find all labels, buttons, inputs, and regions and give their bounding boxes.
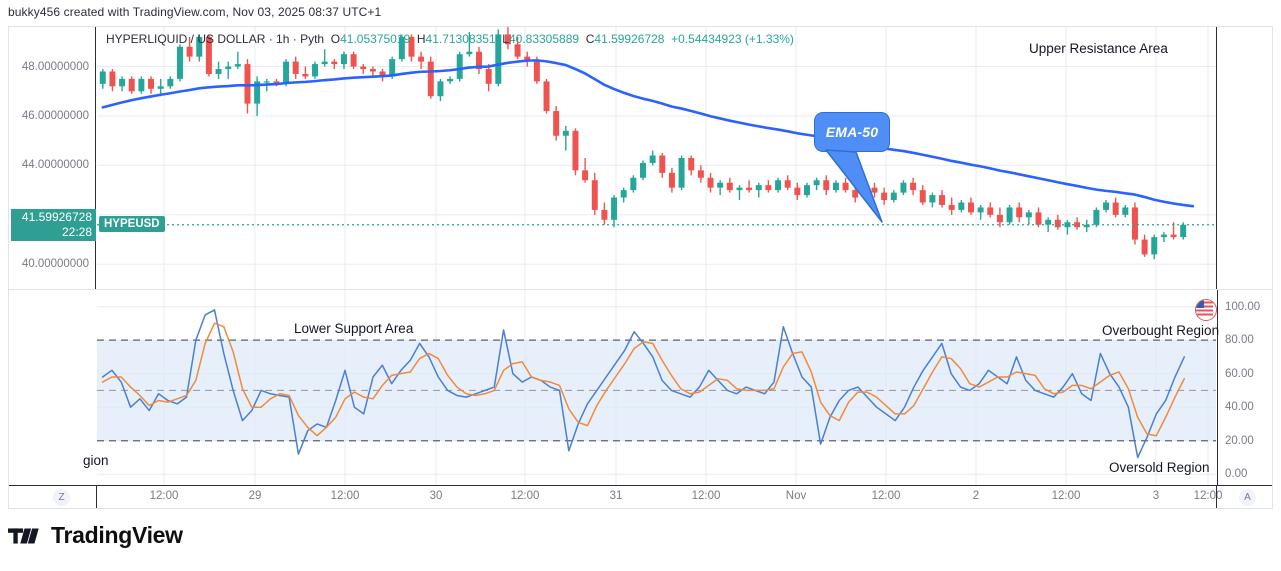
annotation-oversold-region: Oversold Region	[1109, 460, 1210, 475]
indicator-value-axis[interactable]: 100.00 80.00 60.00 40.00 20.00 0.00	[1217, 290, 1272, 485]
indicator-axis-tick: 20.00	[1225, 434, 1254, 447]
ticker-tag: HYPEUSD	[99, 215, 165, 232]
attribution-text: bukky456 created with TradingView.com, N…	[8, 5, 382, 19]
chart-frame: USD HYPERLIQUID / US DOLLAR · 1h · Pyth …	[8, 26, 1273, 509]
time-axis-tick: 12:00	[330, 490, 360, 502]
legend-high-key: H	[416, 32, 426, 46]
price-axis-tick: 44.00000000	[21, 159, 89, 172]
time-axis-tick: 12:00	[149, 490, 179, 502]
tradingview-logo-icon	[8, 527, 39, 544]
price-plot-area[interactable]	[97, 27, 1216, 289]
price-axis-tick: 40.00000000	[21, 258, 89, 271]
annotation-upper-resistance: Upper Resistance Area	[1029, 41, 1168, 56]
legend-close-key: C	[585, 32, 595, 46]
indicator-chart-svg	[97, 290, 1216, 485]
chart-legend: HYPERLIQUID / US DOLLAR · 1h · Pyth O41.…	[106, 32, 794, 46]
legend-high-value: 41.71308351	[425, 32, 496, 46]
legend-sep-1: ·	[265, 32, 277, 46]
us-flag-icon	[1195, 299, 1217, 321]
indicator-axis-tick: 0.00	[1225, 468, 1248, 481]
time-axis-right-separator	[1216, 485, 1217, 508]
auto-scale-button[interactable]: A	[1239, 489, 1256, 506]
time-axis-tick: 29	[248, 490, 262, 502]
ema-callout-pointer	[825, 149, 883, 223]
legend-change: +0.54434923 (+1.33%)	[671, 32, 794, 46]
tradingview-footer: TradingView	[8, 522, 183, 549]
time-axis-tick: 3	[1152, 490, 1160, 502]
time-axis-tick: 12:00	[871, 490, 901, 502]
time-axis-tick: 12:00	[1193, 490, 1223, 502]
indicator-axis-tick: 40.00	[1225, 401, 1254, 414]
time-axis-left-separator	[96, 485, 97, 508]
price-axis[interactable]: 48.0000000046.0000000044.0000000042.0000…	[9, 27, 96, 289]
legend-symbol[interactable]: HYPERLIQUID / US DOLLAR	[106, 32, 266, 46]
legend-interval[interactable]: 1h	[276, 32, 290, 46]
annotation-oversold-region-clipped: gion	[83, 453, 109, 468]
legend-sep-2: ·	[289, 32, 301, 46]
indicator-axis-tick: 100.00	[1225, 300, 1261, 313]
ema-50-callout[interactable]: EMA-50	[814, 112, 890, 223]
price-axis-tick: 46.00000000	[21, 109, 89, 122]
time-axis-tick: Nov	[785, 490, 807, 502]
tradingview-brand-name: TradingView	[51, 522, 183, 548]
legend-open-key: O	[330, 32, 341, 46]
current-price-countdown: 22:28	[61, 224, 92, 239]
upper-right-gutter	[1216, 27, 1272, 289]
indicator-axis-tick: 80.00	[1225, 334, 1254, 347]
legend-close-value: 41.59926728	[594, 32, 665, 46]
legend-open-value: 41.05375019	[340, 32, 411, 46]
legend-source: Pyth	[300, 32, 325, 46]
indicator-axis-tick: 60.00	[1225, 367, 1254, 380]
legend-low-value: 40.83305889	[508, 32, 580, 46]
annotation-lower-support: Lower Support Area	[294, 321, 414, 336]
price-axis-tick: 48.00000000	[21, 60, 89, 73]
current-price-badge: 41.59926728 22:28	[11, 208, 96, 241]
indicator-plot-area[interactable]	[97, 290, 1216, 485]
time-axis-tick: 30	[429, 490, 443, 502]
annotation-overbought-region: Overbought Region	[1102, 323, 1220, 338]
current-price-value: 41.59926728	[21, 209, 92, 224]
legend-low-key: L	[502, 32, 509, 46]
price-chart-svg	[97, 27, 1216, 289]
time-axis[interactable]: Z A 12:00 29 12:00 30 12:00 31 12:00 Nov 12:00 2 1…	[9, 485, 1272, 508]
time-axis-tick: 12:00	[510, 490, 540, 502]
time-axis-tick: 2	[972, 490, 980, 502]
pane-divider[interactable]	[9, 289, 1272, 290]
time-axis-tick: 12:00	[691, 490, 721, 502]
time-axis-tick: 12:00	[1051, 490, 1081, 502]
timezone-button[interactable]: Z	[53, 489, 70, 506]
time-axis-tick: 31	[609, 490, 623, 502]
